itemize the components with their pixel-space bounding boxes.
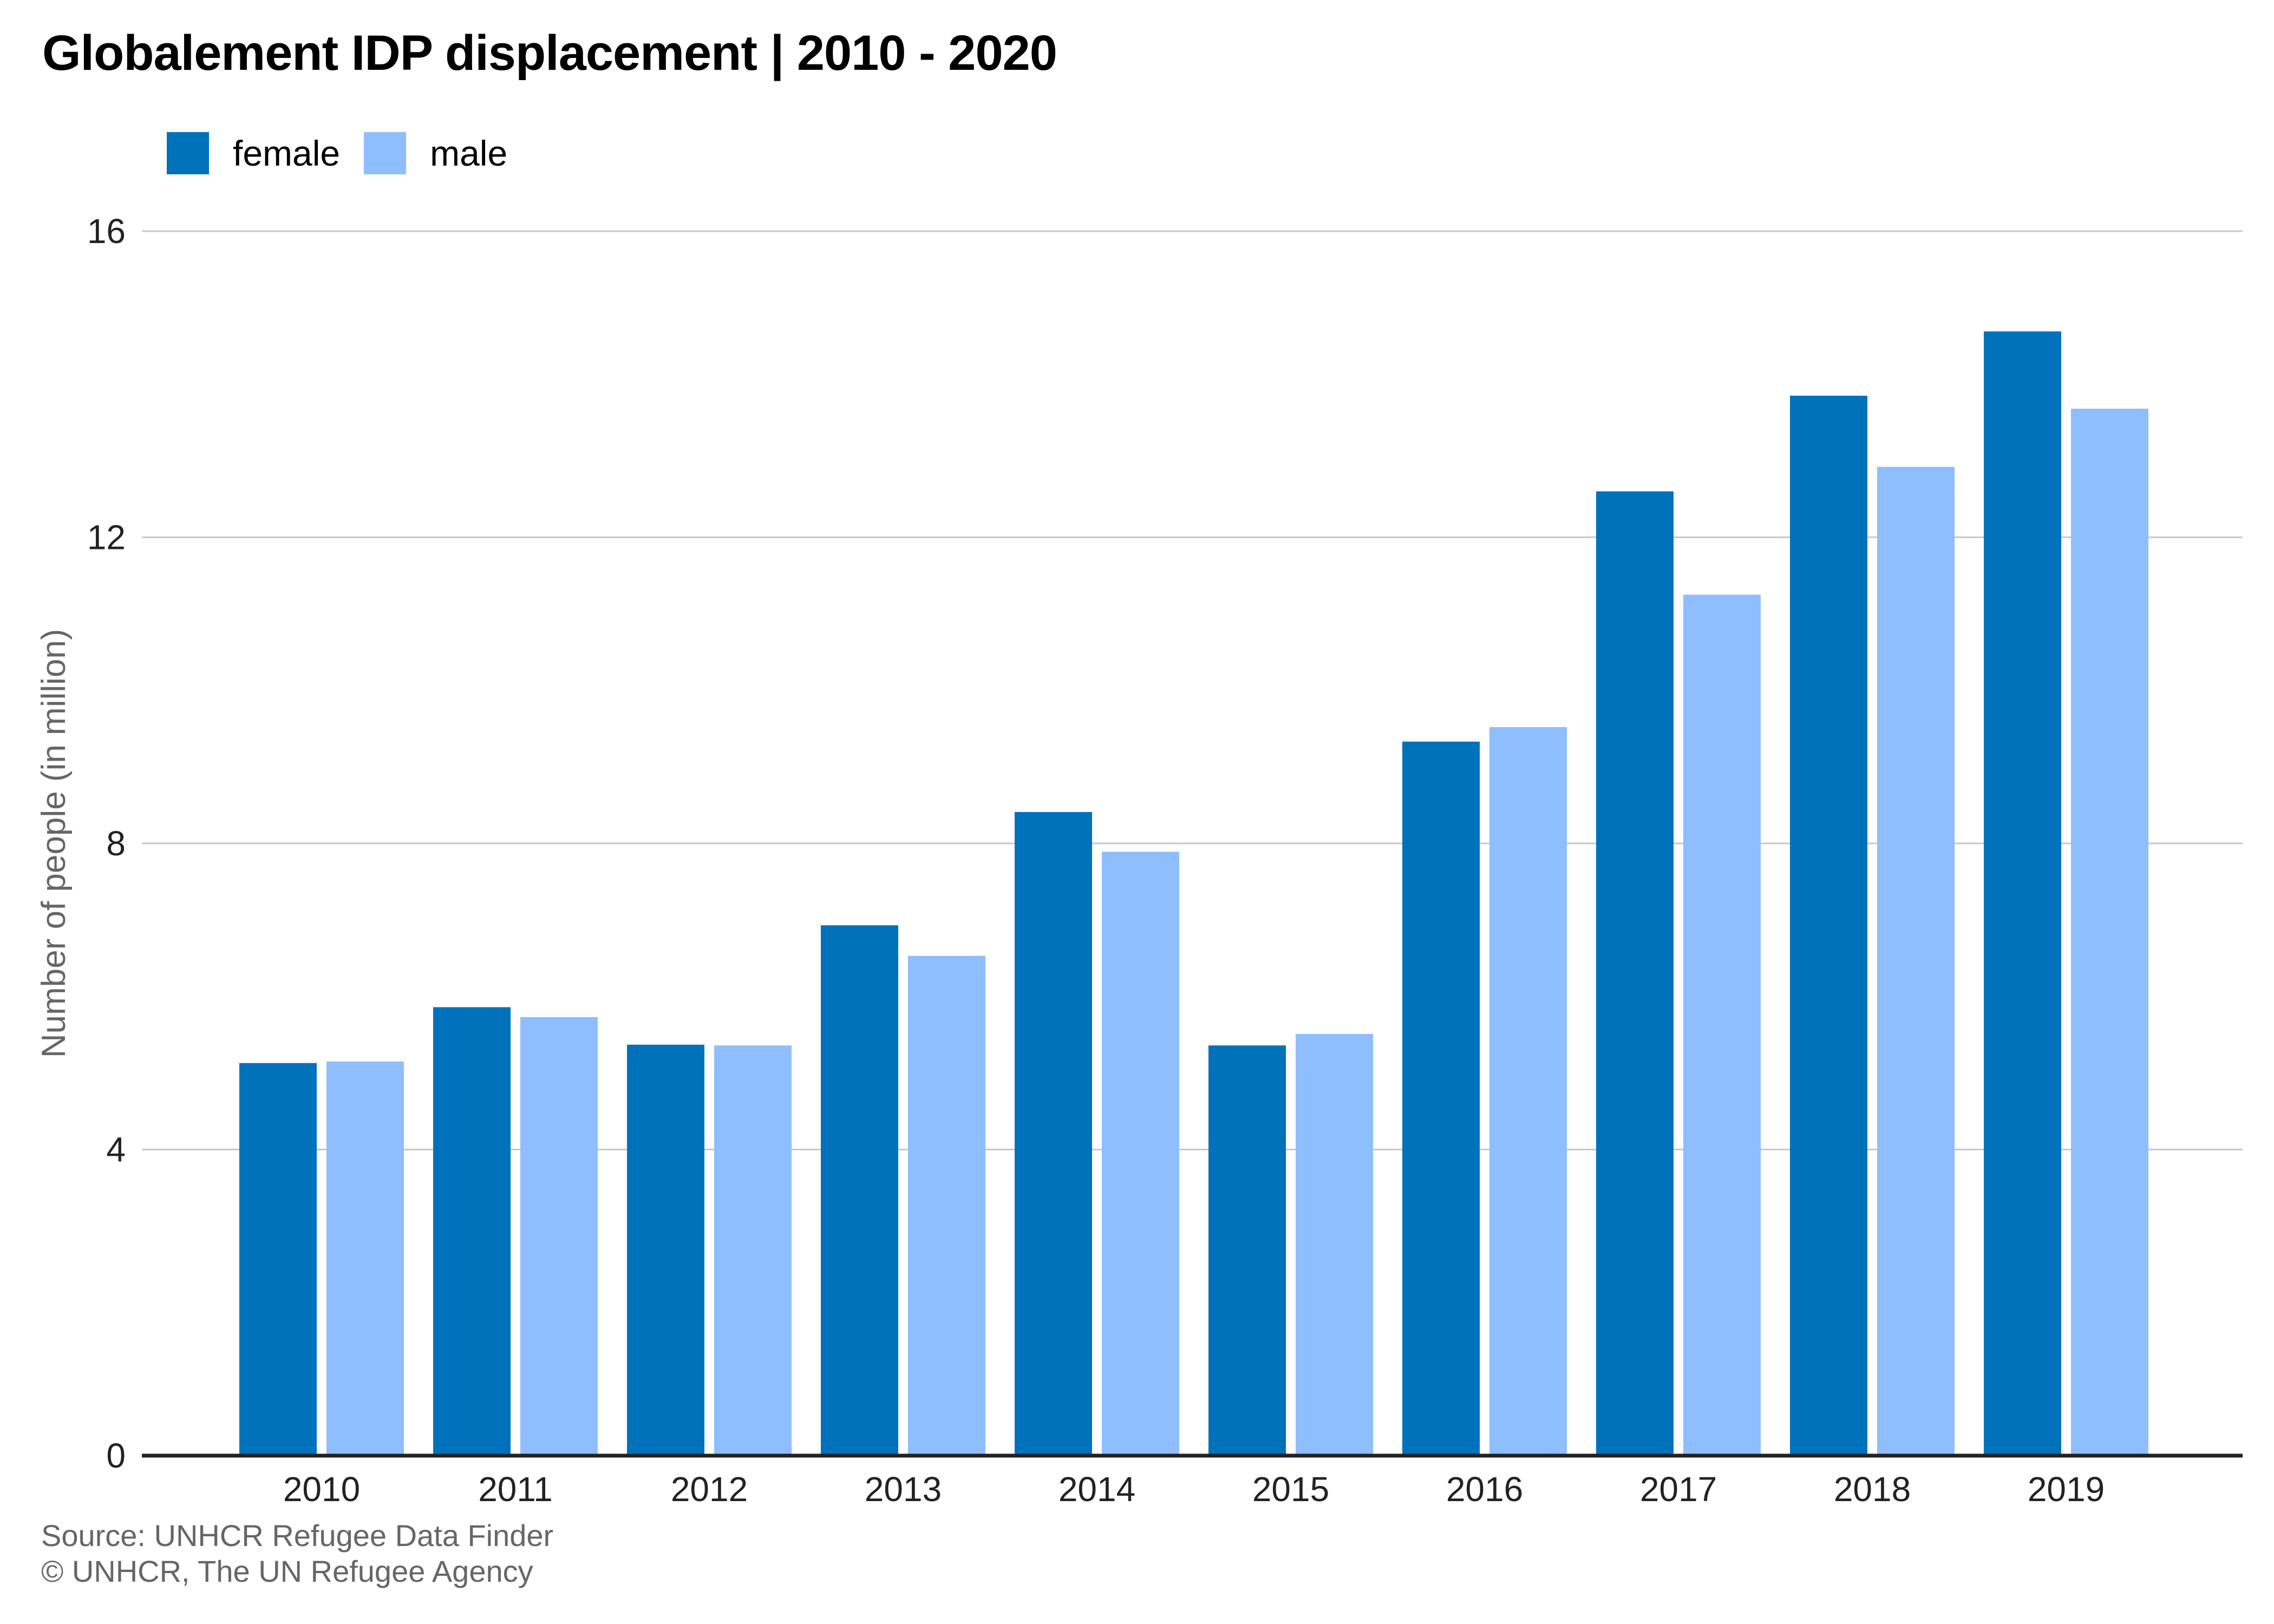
legend-item-female: female <box>167 132 340 174</box>
x-tick-label: 2013 <box>865 1470 942 1509</box>
bar-female-2014 <box>1015 812 1092 1456</box>
bar-female-2010 <box>239 1063 317 1456</box>
bar-male-2016 <box>1489 727 1567 1456</box>
bar-female-2011 <box>433 1007 511 1456</box>
legend-swatch-male <box>364 132 407 174</box>
bar-female-2013 <box>821 925 898 1456</box>
bar-female-2017 <box>1596 491 1674 1456</box>
x-tick-label: 2018 <box>1834 1470 1911 1509</box>
bar-male-2015 <box>1296 1034 1373 1456</box>
y-tick-label: 8 <box>106 824 126 863</box>
bar-female-2019 <box>1984 331 2061 1456</box>
bar-male-2014 <box>1102 852 1179 1456</box>
y-tick-label: 16 <box>87 212 126 251</box>
bar-female-2018 <box>1790 395 1867 1456</box>
copyright-line: © UNHCR, The UN Refugee Agency <box>41 1554 533 1588</box>
bar-female-2016 <box>1402 741 1480 1456</box>
bar-female-2015 <box>1208 1045 1286 1456</box>
bar-male-2019 <box>2071 408 2148 1456</box>
bar-male-2017 <box>1683 594 1761 1456</box>
source-line: Source: UNHCR Refugee Data Finder <box>41 1518 554 1553</box>
y-tick-label: 12 <box>87 518 126 557</box>
y-tick-label: 4 <box>106 1130 126 1169</box>
legend-label-male: male <box>430 133 508 173</box>
x-tick-label: 2017 <box>1640 1470 1717 1509</box>
bar-male-2013 <box>908 955 985 1456</box>
legend-item-male: male <box>364 132 507 174</box>
legend: female male <box>167 132 531 174</box>
y-axis-title: Number of people (in million) <box>35 629 73 1058</box>
x-tick-label: 2010 <box>283 1470 360 1509</box>
x-tick-label: 2015 <box>1252 1470 1329 1509</box>
x-tick-label: 2012 <box>671 1470 748 1509</box>
bar-male-2010 <box>326 1061 404 1456</box>
legend-swatch-female <box>167 132 209 174</box>
chart-title: Globalement IDP displacement | 2010 - 20… <box>42 25 1057 81</box>
bar-male-2011 <box>520 1017 598 1456</box>
x-tick-label: 2019 <box>2028 1470 2105 1509</box>
x-tick-label: 2014 <box>1058 1470 1135 1509</box>
source-note: Source: UNHCR Refugee Data Finder © UNHC… <box>41 1518 553 1589</box>
legend-label-female: female <box>233 133 341 173</box>
bar-female-2012 <box>627 1044 704 1456</box>
bar-male-2018 <box>1877 467 1955 1456</box>
x-tick-label: 2011 <box>478 1470 553 1509</box>
y-tick-label: 0 <box>106 1436 126 1475</box>
x-tick-label: 2016 <box>1446 1470 1523 1509</box>
bar-male-2012 <box>714 1045 792 1456</box>
